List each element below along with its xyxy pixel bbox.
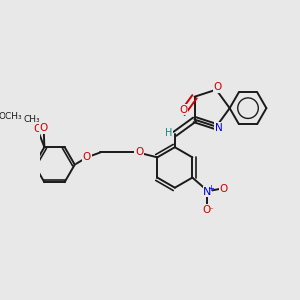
Text: O: O [135, 148, 143, 158]
Text: OCH₃: OCH₃ [0, 112, 22, 121]
Text: O: O [40, 123, 48, 133]
Text: O: O [220, 184, 228, 194]
Text: ⁻: ⁻ [208, 206, 213, 215]
Text: O: O [180, 105, 188, 115]
Text: +: + [208, 184, 214, 193]
Text: O: O [214, 82, 222, 92]
Text: H: H [165, 128, 172, 137]
Text: O: O [83, 152, 91, 162]
Text: CH₃: CH₃ [23, 115, 40, 124]
Text: O: O [33, 124, 41, 134]
Text: N: N [203, 187, 212, 197]
Text: N: N [214, 123, 222, 133]
Text: O: O [203, 205, 211, 215]
